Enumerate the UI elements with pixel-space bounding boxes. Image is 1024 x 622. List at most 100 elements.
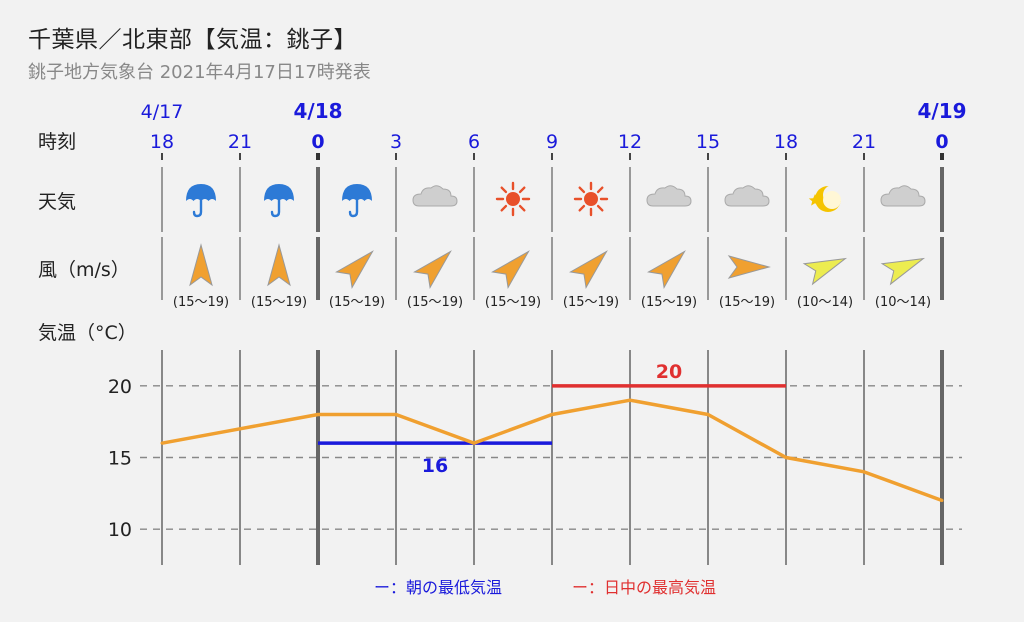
wind-speed-label: (15〜19) bbox=[485, 295, 541, 310]
hour-label: 3 bbox=[390, 131, 402, 153]
moon-star-icon bbox=[808, 185, 843, 212]
wind-arrow-shape bbox=[802, 257, 848, 286]
wind-arrow-shape bbox=[267, 243, 291, 287]
wind-arrow-shape bbox=[335, 250, 374, 289]
sun-core bbox=[506, 192, 520, 206]
wind-arrow-icon bbox=[569, 250, 608, 289]
sun-ray bbox=[596, 204, 604, 212]
wind-arrow-shape bbox=[727, 255, 771, 279]
hour-label: 15 bbox=[696, 131, 720, 153]
sun-ray bbox=[500, 186, 508, 194]
wind-arrow-shape bbox=[189, 243, 213, 287]
temperature-point bbox=[394, 413, 398, 416]
cloud-shape bbox=[880, 185, 926, 207]
date-label: 4/18 bbox=[293, 99, 342, 123]
date-label: 4/19 bbox=[917, 99, 966, 123]
wind-speed-label: (15〜19) bbox=[719, 295, 775, 310]
umbrella-icon bbox=[342, 184, 372, 218]
wind-arrow-shape bbox=[647, 250, 686, 289]
umbrella-handle bbox=[348, 196, 359, 218]
temperature-point bbox=[550, 413, 554, 416]
hour-label: 9 bbox=[546, 131, 558, 153]
temperature-point bbox=[784, 456, 788, 459]
legend-max-temp: ー：日中の最高気温 bbox=[572, 578, 716, 597]
y-tick-label: 15 bbox=[108, 448, 132, 470]
star-shape bbox=[808, 194, 822, 206]
wind-speed-label: (15〜19) bbox=[563, 295, 619, 310]
page-title: 千葉県／北東部【気温：銚子】 bbox=[28, 27, 357, 53]
hour-label: 18 bbox=[150, 131, 174, 153]
sun-core bbox=[584, 192, 598, 206]
legend-min-temp: ー：朝の最低気温 bbox=[374, 578, 502, 597]
wind-arrow-icon bbox=[802, 257, 848, 286]
wind-speed-label: (15〜19) bbox=[407, 295, 463, 310]
cloud-shape bbox=[646, 185, 692, 207]
row-label-time: 時刻 bbox=[38, 131, 76, 153]
cloud-shape bbox=[724, 185, 770, 207]
wind-arrow-icon bbox=[413, 250, 452, 289]
wind-arrow-shape bbox=[880, 257, 926, 286]
hour-label: 12 bbox=[618, 131, 642, 153]
umbrella-handle bbox=[192, 196, 203, 218]
page-subtitle: 銚子地方気象台 2021年4月17日17時発表 bbox=[28, 62, 371, 83]
moon-inner bbox=[823, 191, 841, 209]
sun-ray bbox=[596, 186, 604, 194]
wind-arrow-icon bbox=[880, 257, 926, 286]
wind-speed-label: (15〜19) bbox=[329, 295, 385, 310]
temperature-point bbox=[706, 413, 710, 416]
hour-label: 0 bbox=[311, 131, 324, 153]
hour-label: 0 bbox=[935, 131, 948, 153]
temperature-point bbox=[238, 427, 242, 431]
temperature-point bbox=[316, 413, 320, 416]
wind-arrow-icon bbox=[491, 250, 530, 289]
temperature-point bbox=[862, 470, 866, 474]
wind-speed-label: (10〜14) bbox=[797, 295, 853, 310]
cloud-shape bbox=[412, 185, 458, 207]
sun-ray bbox=[500, 204, 508, 212]
wind-speed-label: (15〜19) bbox=[173, 295, 229, 310]
hour-label: 18 bbox=[774, 131, 798, 153]
umbrella-canopy bbox=[342, 184, 372, 201]
wind-arrow-shape bbox=[413, 250, 452, 289]
max-temp-label: 20 bbox=[656, 361, 682, 383]
row-label-temperature: 気温（°C） bbox=[38, 322, 137, 344]
row-label-wind: 風（m/s） bbox=[38, 259, 130, 281]
hour-label: 6 bbox=[468, 131, 480, 153]
umbrella-icon bbox=[264, 184, 294, 218]
wind-speed-label: (15〜19) bbox=[251, 295, 307, 310]
date-label: 4/17 bbox=[141, 101, 184, 123]
umbrella-handle bbox=[270, 196, 281, 218]
hour-label: 21 bbox=[852, 131, 876, 153]
wind-arrow-icon bbox=[189, 243, 213, 287]
wind-arrow-icon bbox=[267, 243, 291, 287]
wind-arrow-icon bbox=[335, 250, 374, 289]
wind-arrow-icon bbox=[647, 250, 686, 289]
cloud-icon bbox=[880, 185, 926, 207]
sun-ray bbox=[518, 204, 526, 212]
row-label-weather: 天気 bbox=[38, 191, 76, 213]
cloud-icon bbox=[646, 185, 692, 207]
temperature-point bbox=[160, 441, 164, 445]
sun-icon bbox=[495, 181, 531, 217]
sun-ray bbox=[578, 204, 586, 212]
wind-speed-label: (15〜19) bbox=[641, 295, 697, 310]
sun-ray bbox=[578, 186, 586, 194]
sun-icon bbox=[573, 181, 609, 217]
cloud-icon bbox=[412, 185, 458, 207]
sun-ray bbox=[518, 186, 526, 194]
temperature-point bbox=[472, 441, 476, 445]
wind-arrow-shape bbox=[491, 250, 530, 289]
wind-speed-label: (10〜14) bbox=[875, 295, 931, 310]
umbrella-icon bbox=[186, 184, 216, 218]
wind-arrow-icon bbox=[727, 255, 771, 279]
temperature-point bbox=[628, 398, 632, 402]
umbrella-canopy bbox=[264, 184, 294, 201]
y-tick-label: 20 bbox=[108, 376, 132, 398]
wind-arrow-shape bbox=[569, 250, 608, 289]
temperature-point bbox=[940, 499, 944, 502]
y-tick-label: 10 bbox=[108, 519, 132, 541]
cloud-icon bbox=[724, 185, 770, 207]
umbrella-canopy bbox=[186, 184, 216, 201]
min-temp-label: 16 bbox=[422, 455, 448, 477]
